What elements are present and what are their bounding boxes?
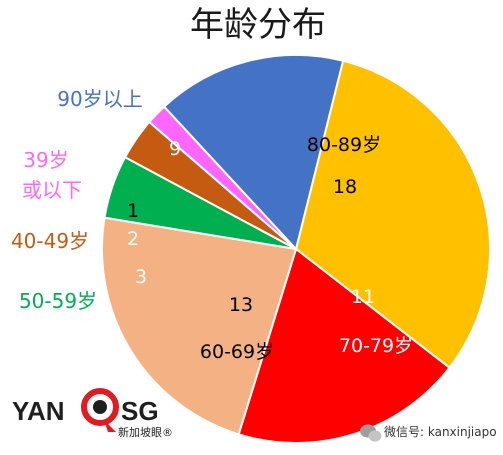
label-60-69-category: 60-69岁 xyxy=(200,341,274,363)
label-90-category: 90岁以上 xyxy=(57,87,142,111)
label-50-59-value: 3 xyxy=(135,266,147,288)
label-90-value: 9 xyxy=(169,138,181,160)
logo-subtitle: 新加坡眼® xyxy=(118,425,173,439)
pie-slice-6 xyxy=(163,54,345,250)
label-80-89-category: 80-89岁 xyxy=(307,134,381,156)
label-39-category-line1: 39岁 xyxy=(23,148,68,172)
logo-mark-icon xyxy=(81,388,119,432)
label-50-59-category: 50-59岁 xyxy=(19,289,97,313)
yansg-logo: YAN SG 新加坡眼® xyxy=(12,388,173,439)
label-80-89-value: 18 xyxy=(333,176,357,198)
label-70-79-category: 70-79岁 xyxy=(339,335,413,357)
label-40-49-value: 2 xyxy=(127,228,139,250)
logo-text-left: YAN xyxy=(12,396,65,426)
wechat-watermark: 微信号: kanxinjiapo xyxy=(360,424,497,442)
wechat-icon xyxy=(360,424,382,442)
pie-slice-2 xyxy=(101,216,297,436)
label-70-79-value: 11 xyxy=(351,286,375,308)
logo-text-right: SG xyxy=(121,396,159,426)
pie-slices xyxy=(101,54,491,444)
watermark-text: 微信号: kanxinjiapo xyxy=(384,425,497,439)
label-40-49-category: 40-49岁 xyxy=(11,229,89,253)
label-39-value: 1 xyxy=(127,200,139,222)
pie-slice-1 xyxy=(237,248,451,444)
chart-title: 年龄分布 xyxy=(190,5,326,45)
pie-slice-0 xyxy=(295,59,491,369)
label-60-69-value: 13 xyxy=(229,294,253,316)
label-39-category-line2: 或以下 xyxy=(22,178,82,202)
